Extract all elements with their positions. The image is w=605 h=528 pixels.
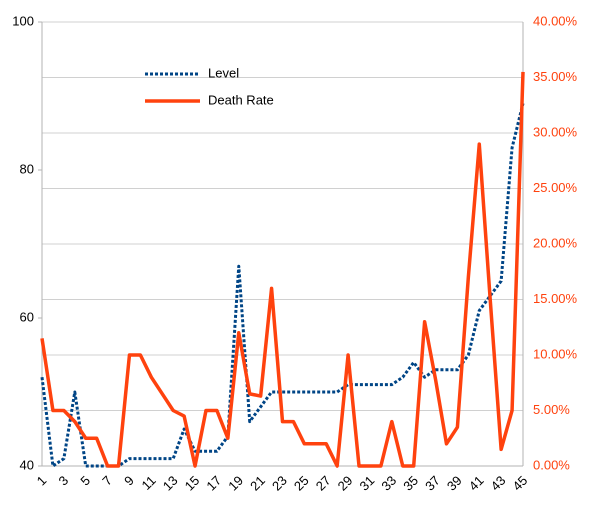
x-tick-label: 31 — [356, 473, 377, 494]
x-tick-label: 3 — [56, 473, 72, 489]
x-tick-label: 21 — [247, 473, 268, 494]
x-tick-label: 9 — [121, 473, 137, 489]
x-tick-label: 19 — [225, 473, 246, 494]
x-tick-label: 43 — [488, 473, 509, 494]
y2-tick-label: 25.00% — [533, 180, 578, 195]
y2-tick-label: 0.00% — [533, 457, 570, 472]
x-tick-label: 39 — [444, 473, 465, 494]
y2-tick-label: 30.00% — [533, 124, 578, 139]
series-line — [40, 71, 525, 468]
x-tick-label: 41 — [466, 473, 487, 494]
x-tick-label: 25 — [291, 473, 312, 494]
legend-label: Level — [208, 65, 239, 80]
x-tick-label: 17 — [203, 473, 224, 494]
y2-tick-label: 15.00% — [533, 291, 578, 306]
y-tick-label: 80 — [20, 161, 34, 176]
series-line — [40, 103, 525, 468]
y2-tick-label: 35.00% — [533, 69, 578, 84]
y-tick-label: 100 — [12, 13, 34, 28]
x-tick-label: 13 — [160, 473, 181, 494]
x-tick-label: 11 — [139, 473, 159, 493]
y2-tick-label: 20.00% — [533, 235, 578, 250]
x-tick-label: 15 — [182, 473, 203, 494]
y2-tick-label: 10.00% — [533, 346, 578, 361]
x-tick-label: 29 — [335, 473, 356, 494]
y-tick-label: 40 — [20, 457, 34, 472]
x-tick-label: 7 — [99, 473, 115, 489]
x-tick-label: 27 — [313, 473, 334, 494]
x-tick-label: 23 — [269, 473, 290, 494]
y2-tick-label: 5.00% — [533, 402, 570, 417]
x-tick-label: 35 — [400, 473, 421, 494]
y2-tick-label: 40.00% — [533, 13, 578, 28]
x-tick-label: 5 — [77, 473, 93, 489]
x-tick-label: 33 — [378, 473, 399, 494]
y-tick-label: 60 — [20, 309, 34, 324]
x-tick-label: 1 — [34, 473, 50, 489]
x-tick-label: 45 — [510, 473, 531, 494]
x-tick-label: 37 — [422, 473, 443, 494]
legend-label: Death Rate — [208, 92, 274, 107]
